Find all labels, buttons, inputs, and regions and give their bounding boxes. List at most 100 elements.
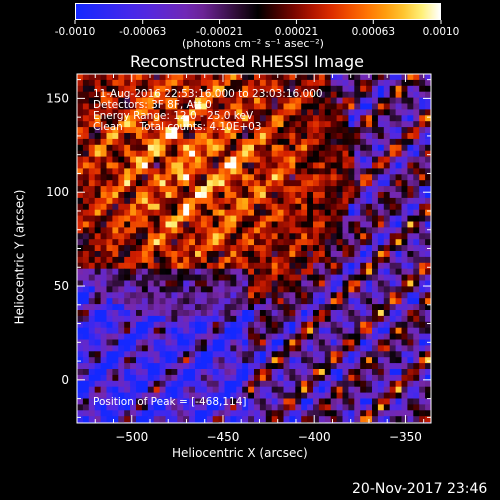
heatmap-cell [348,386,355,393]
heatmap-cell [206,262,214,270]
heatmap-cell [354,144,361,152]
heatmap-cell [177,103,184,110]
heatmap-cell [401,233,408,240]
heatmap-cell [206,351,214,358]
heatmap-cell [336,162,343,169]
heatmap-cell [413,280,420,287]
heatmap-cell [212,416,219,423]
heatmap-cell [106,156,113,163]
heatmap-cell [236,197,243,205]
heatmap-cell [318,215,326,222]
heatmap-cell [224,156,231,163]
heatmap-cell [366,97,373,104]
heatmap-cell [130,221,137,228]
heatmap-cell [324,197,332,205]
heatmap-cell [254,345,261,352]
heatmap-cell [354,74,361,81]
heatmap-cell [419,174,426,181]
heatmap-cell [112,91,119,98]
heatmap-cell [330,416,337,423]
heatmap-cell [324,115,332,122]
heatmap-cell [212,121,219,128]
heatmap-cell [153,227,160,234]
heatmap-cell [230,315,237,323]
heatmap-cell [413,209,420,216]
heatmap-cell [77,209,84,216]
heatmap-cell [236,251,243,258]
heatmap-cell [94,138,101,146]
heatmap-cell [94,186,101,193]
heatmap-cell [372,103,379,110]
heatmap-cell [259,410,267,417]
heatmap-cell [159,215,166,222]
heatmap-cell [106,109,113,116]
heatmap-cell [295,144,302,152]
heatmap-cell [189,351,196,358]
heatmap-cell [177,321,184,329]
heatmap-cell [218,416,225,423]
heatmap-cell [165,209,172,216]
heatmap-cell [324,233,332,240]
heatmap-cell [206,304,214,311]
heatmap-cell [183,410,190,417]
heatmap-cell [289,392,296,399]
heatmap-cell [153,209,160,216]
heatmap-cell [224,115,231,122]
heatmap-cell [330,133,337,140]
heatmap-cell [218,209,225,216]
heatmap-cell [372,85,379,93]
heatmap-cell [147,274,155,281]
heatmap-cell [271,168,278,175]
heatmap-cell [342,215,349,222]
heatmap-cell [153,162,160,169]
heatmap-cell [318,416,326,423]
heatmap-cell [265,333,273,340]
heatmap-cell [189,251,196,258]
heatmap-cell [271,109,278,116]
heatmap-cell [248,239,255,246]
heatmap-cell [147,233,155,240]
heatmap-cell [324,103,332,110]
heatmap-cell [259,345,267,352]
heatmap-cell [419,109,426,116]
heatmap-cell [159,339,166,346]
heatmap-cell [195,144,202,152]
heatmap-cell [82,345,90,352]
heatmap-cell [177,339,184,346]
heatmap-cell [130,144,137,152]
heatmap-cell [177,245,184,252]
heatmap-cell [212,74,219,81]
heatmap-cell [372,351,379,358]
heatmap-cell [177,310,184,317]
heatmap-cell [82,369,90,376]
heatmap-cell [372,133,379,140]
heatmap-cell [94,345,101,352]
heatmap-cell [94,144,101,152]
heatmap-cell [94,339,101,346]
heatmap-cell [318,369,326,376]
heatmap-cell [277,262,284,270]
heatmap-cell [307,286,314,293]
heatmap-cell [165,280,172,287]
heatmap-cell [395,327,402,334]
heatmap-cell [242,416,249,423]
heatmap-cell [88,97,96,104]
heatmap-cell [259,109,267,116]
heatmap-cell [136,262,143,270]
heatmap-cell [313,97,320,104]
heatmap-cell [165,369,172,376]
heatmap-cell [389,386,396,393]
heatmap-cell [212,221,219,228]
heatmap-cell [401,115,408,122]
heatmap-cell [230,144,237,152]
heatmap-cell [425,162,431,169]
heatmap-cell [425,180,431,187]
heatmap-cell [307,386,314,393]
heatmap-cell [413,268,420,275]
heatmap-cell [348,345,355,352]
heatmap-cell [348,239,355,246]
heatmap-cell [153,310,160,317]
heatmap-cell [283,138,290,146]
heatmap-cell [236,127,243,134]
heatmap-cell [118,197,125,205]
